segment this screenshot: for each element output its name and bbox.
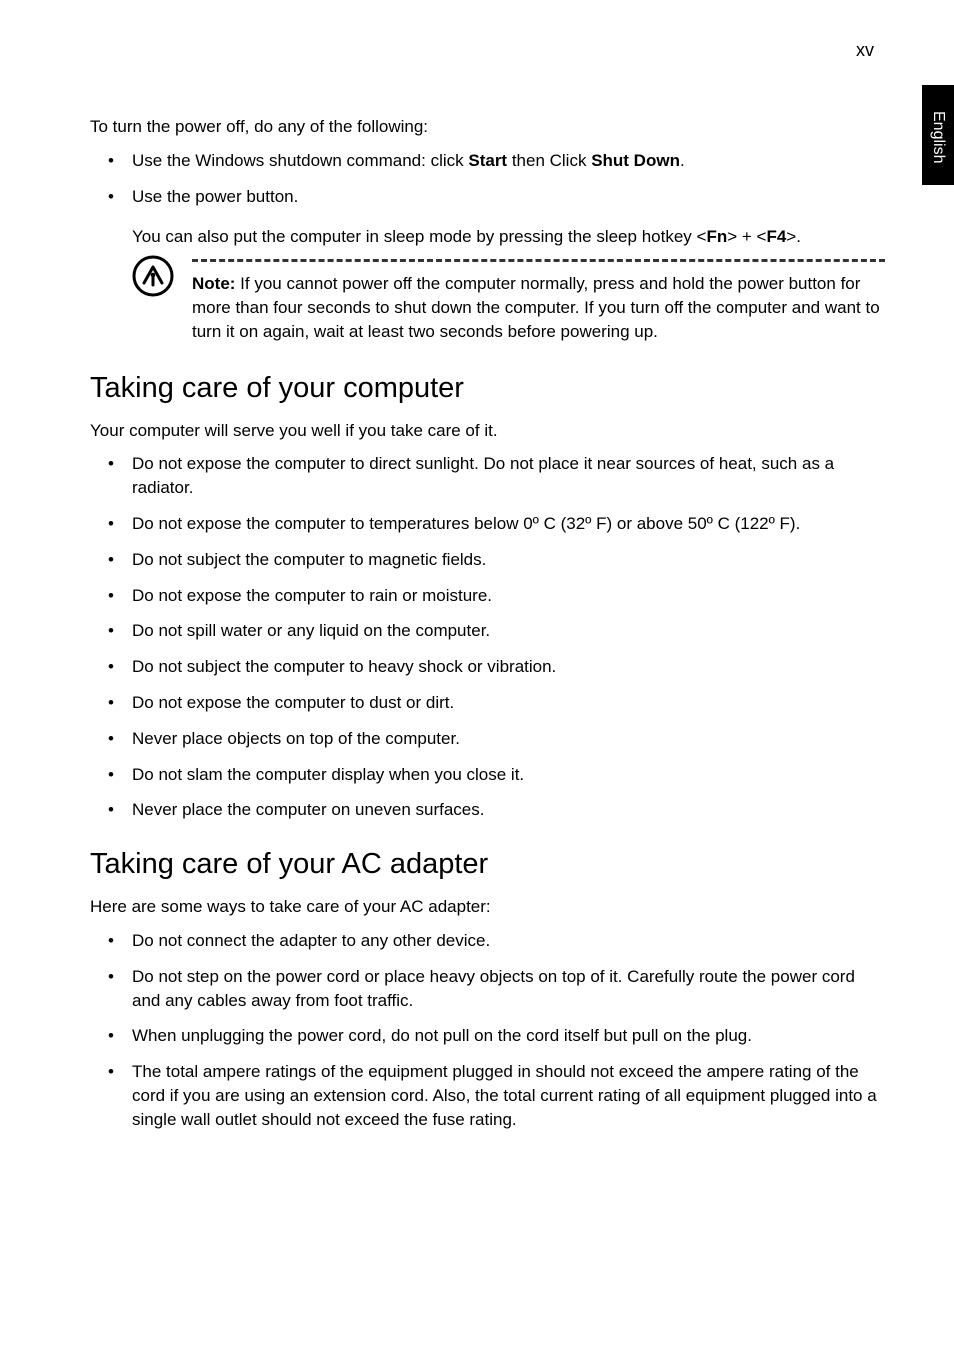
- power-off-list: Use the Windows shutdown command: click …: [90, 149, 885, 209]
- list-item: Do not slam the computer display when yo…: [90, 763, 885, 787]
- note-divider: [192, 259, 885, 262]
- note-text: Note: If you cannot power off the comput…: [192, 272, 885, 343]
- list-item: Do not spill water or any liquid on the …: [90, 619, 885, 643]
- list-item: Do not expose the computer to temperatur…: [90, 512, 885, 536]
- list-item: Do not subject the computer to heavy sho…: [90, 655, 885, 679]
- language-tab: English: [922, 85, 954, 185]
- care-adapter-list: Do not connect the adapter to any other …: [90, 929, 885, 1132]
- note-icon: [132, 255, 174, 302]
- care-computer-list: Do not expose the computer to direct sun…: [90, 452, 885, 822]
- list-item: Do not expose the computer to direct sun…: [90, 452, 885, 500]
- list-item: Never place the computer on uneven surfa…: [90, 798, 885, 822]
- section2-intro: Here are some ways to take care of your …: [90, 895, 885, 919]
- page-content: To turn the power off, do any of the fol…: [90, 115, 885, 1144]
- list-item: Use the Windows shutdown command: click …: [90, 149, 885, 173]
- intro-text: To turn the power off, do any of the fol…: [90, 115, 885, 139]
- list-item: Do not expose the computer to dust or di…: [90, 691, 885, 715]
- list-item: Do not subject the computer to magnetic …: [90, 548, 885, 572]
- list-item: Never place objects on top of the comput…: [90, 727, 885, 751]
- list-item: Use the power button.: [90, 185, 885, 209]
- list-item: Do not expose the computer to rain or mo…: [90, 584, 885, 608]
- page-number: xv: [856, 40, 874, 61]
- note-body: Note: If you cannot power off the comput…: [192, 259, 885, 343]
- list-item: The total ampere ratings of the equipmen…: [90, 1060, 885, 1131]
- list-item: Do not step on the power cord or place h…: [90, 965, 885, 1013]
- heading-care-adapter: Taking care of your AC adapter: [90, 848, 885, 881]
- sleep-hotkey-text: You can also put the computer in sleep m…: [90, 225, 885, 249]
- section1-intro: Your computer will serve you well if you…: [90, 419, 885, 443]
- heading-care-computer: Taking care of your computer: [90, 372, 885, 405]
- note-block: Note: If you cannot power off the comput…: [90, 259, 885, 343]
- list-item: Do not connect the adapter to any other …: [90, 929, 885, 953]
- list-item: When unplugging the power cord, do not p…: [90, 1024, 885, 1048]
